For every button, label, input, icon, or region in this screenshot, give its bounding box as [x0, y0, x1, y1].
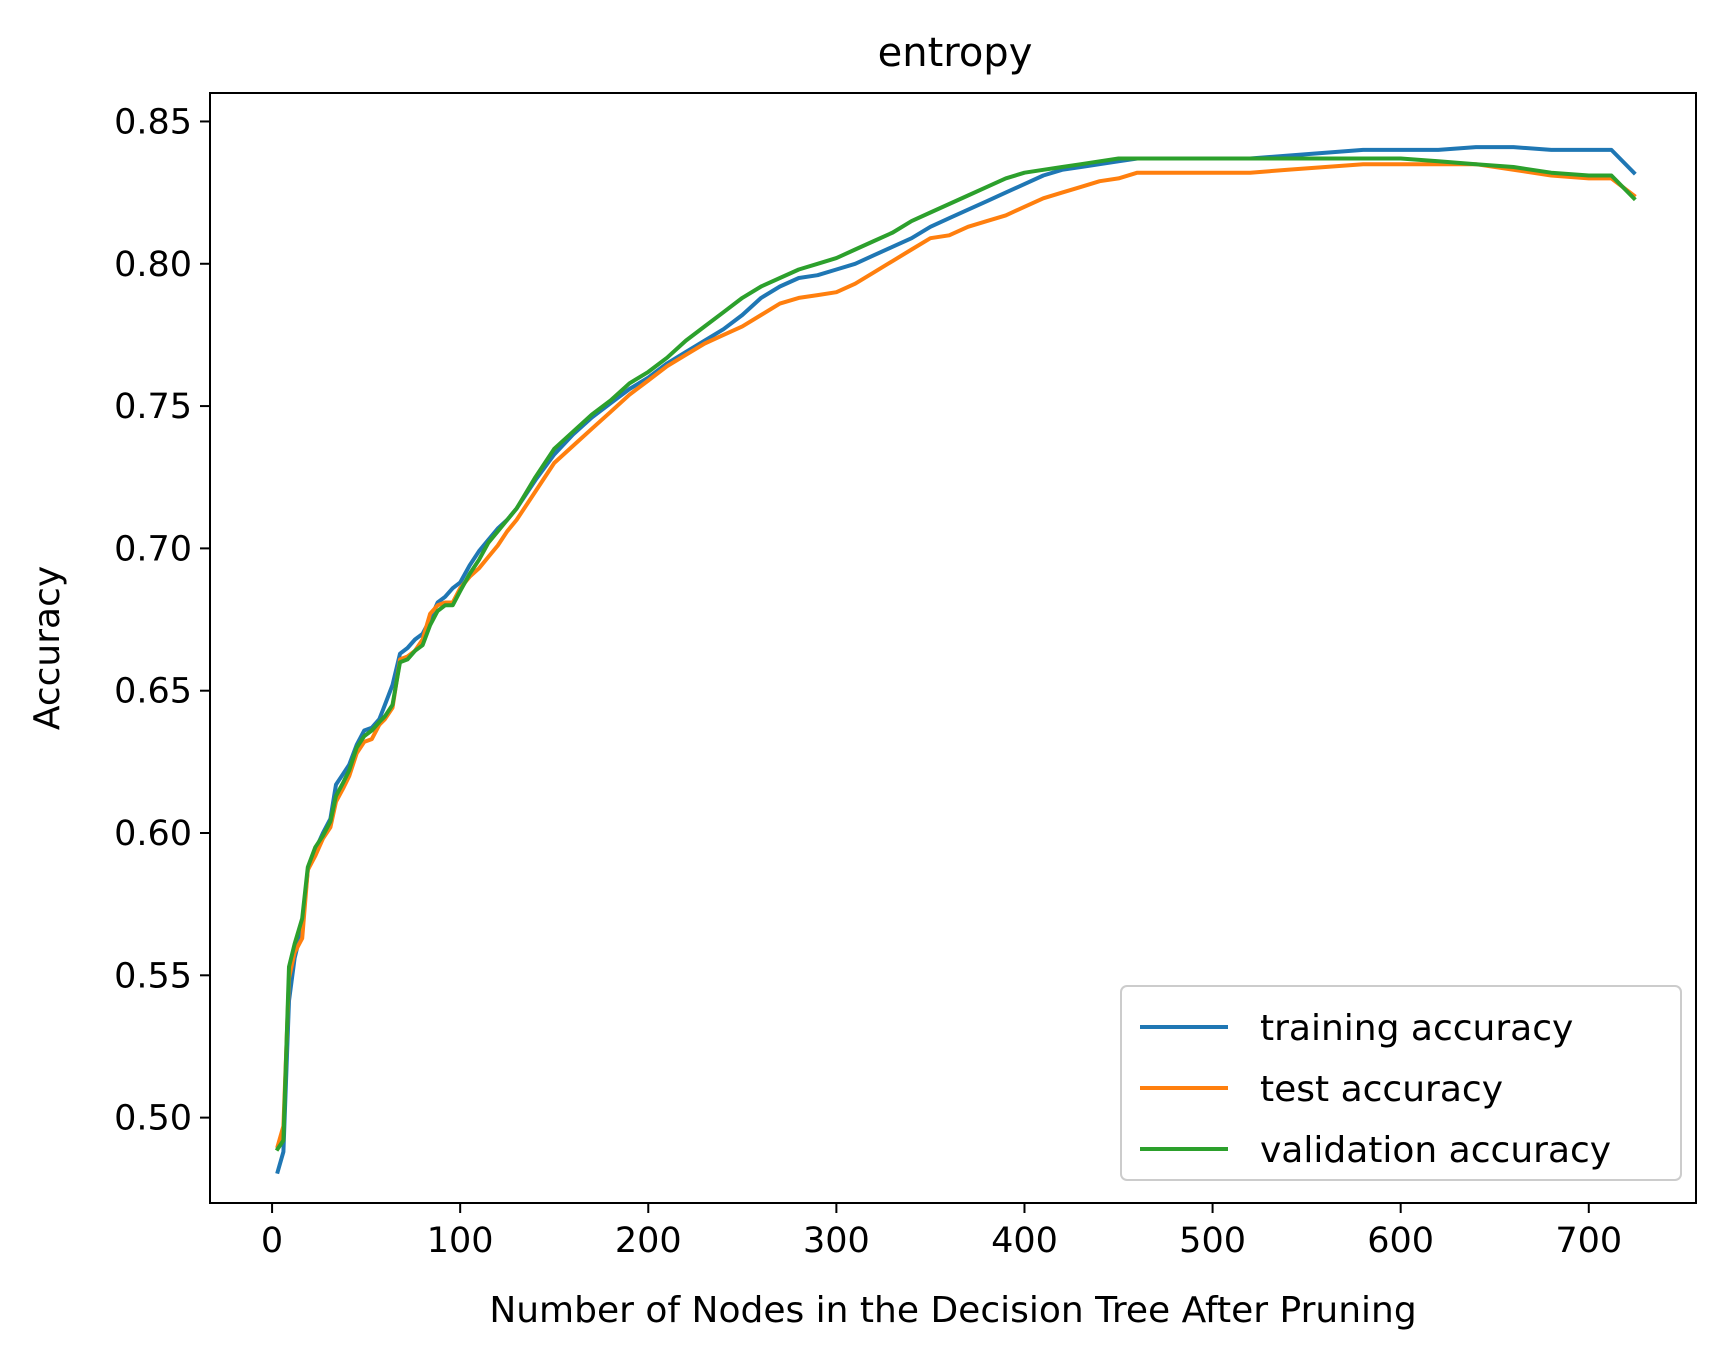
chart-title: entropy [878, 30, 1033, 76]
x-tick-label: 700 [1555, 1221, 1622, 1261]
x-tick-label: 200 [615, 1221, 682, 1261]
x-axis-label: Number of Nodes in the Decision Tree Aft… [489, 1290, 1416, 1331]
plot-frame [209, 92, 1697, 1204]
legend-label-1: test accuracy [1260, 1069, 1503, 1110]
legend-label-0: training accuracy [1260, 1008, 1573, 1049]
legend-label-2: validation accuracy [1260, 1130, 1611, 1171]
series-line-2 [274, 156, 1637, 1152]
y-tick-label: 0.50 [114, 1099, 192, 1139]
x-tick-label: 100 [427, 1221, 494, 1261]
y-tick-label: 0.70 [114, 529, 192, 569]
y-tick-label: 0.75 [114, 387, 192, 427]
y-tick-label: 0.65 [114, 672, 192, 712]
x-tick-label: 600 [1367, 1221, 1434, 1261]
y-tick-label: 0.80 [114, 245, 192, 285]
y-tick-label: 0.55 [114, 956, 192, 996]
y-tick-label: 0.60 [114, 814, 192, 854]
plot-lines [274, 145, 1637, 1175]
x-tick-label: 400 [991, 1221, 1058, 1261]
y-axis-label: Accuracy [27, 566, 68, 730]
x-tick-label: 500 [1179, 1221, 1246, 1261]
x-tick-label: 0 [261, 1221, 283, 1261]
y-tick-label: 0.85 [114, 102, 192, 142]
legend: training accuracy test accuracy validation… [1120, 985, 1682, 1181]
x-axis-ticks: 0 100 200 300 400 500 600 700 [261, 1203, 1622, 1261]
x-tick-label: 300 [803, 1221, 870, 1261]
series-line-1 [275, 162, 1637, 1149]
legend-box [1120, 985, 1682, 1181]
y-axis-ticks: 0.50 0.55 0.60 0.65 0.70 0.75 0.80 0.85 [114, 102, 210, 1139]
